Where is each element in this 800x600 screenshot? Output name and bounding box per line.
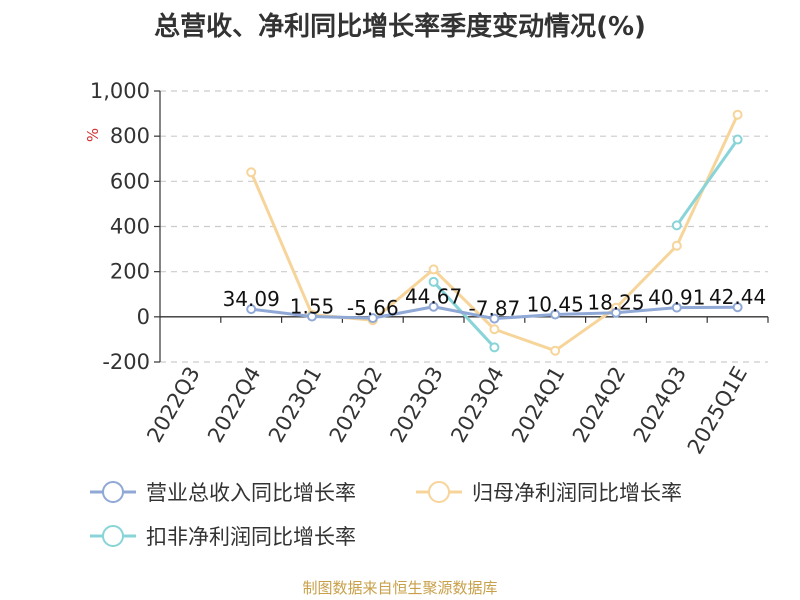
y-axis-unit: % — [84, 128, 102, 142]
legend-marker — [102, 525, 124, 547]
legend-marker — [102, 481, 124, 503]
legend-label: 归母净利润同比增长率 — [472, 481, 682, 505]
data-point — [671, 240, 682, 251]
data-point — [732, 109, 743, 120]
data-point — [550, 345, 561, 356]
data-label: -5.66 — [347, 296, 399, 320]
x-tick-label: 2022Q4 — [203, 363, 265, 447]
data-point — [428, 301, 439, 312]
y-tick-label: 1,000 — [90, 79, 150, 103]
x-tick-label: 2025Q1E — [683, 363, 752, 459]
data-label: 10.45 — [527, 292, 584, 316]
data-point — [671, 302, 682, 313]
x-tick-label: 2023Q3 — [385, 362, 447, 446]
data-label: 34.09 — [223, 287, 280, 311]
series-layer — [246, 109, 743, 356]
data-point — [732, 302, 743, 313]
legend-item-1: 归母净利润同比增长率 — [416, 481, 682, 505]
x-tick-label: 2023Q1 — [264, 363, 326, 447]
x-tick-label: 2023Q2 — [325, 363, 387, 447]
data-label: -7.87 — [469, 297, 521, 321]
x-tick-label: 2023Q4 — [446, 363, 508, 447]
y-tick-label: -200 — [102, 350, 150, 374]
chart-title: 总营收、净利同比增长率季度变动情况(%) — [154, 12, 646, 42]
x-tick-label: 2024Q1 — [507, 363, 569, 447]
data-point — [489, 313, 500, 324]
data-point — [489, 324, 500, 335]
x-tick-label: 2022Q3 — [142, 363, 204, 447]
data-label: 40.91 — [648, 286, 705, 310]
data-point — [550, 309, 561, 320]
legend-marker — [428, 481, 450, 503]
data-point — [367, 313, 378, 324]
data-point — [428, 276, 439, 287]
legend-item-2: 扣非净利润同比增长率 — [90, 525, 356, 549]
data-point — [246, 167, 257, 178]
y-tick-label: 800 — [110, 124, 150, 148]
data-point — [611, 307, 621, 318]
data-point — [732, 134, 743, 145]
source-footer: 制图数据来自恒生聚源数据库 — [302, 579, 498, 597]
series-line-2 — [675, 138, 739, 227]
legend-label: 营业总收入同比增长率 — [146, 481, 356, 505]
data-point — [307, 311, 317, 322]
series-line-2 — [432, 280, 496, 349]
data-point — [671, 220, 682, 231]
data-label: 42.44 — [709, 285, 766, 309]
data-point — [428, 264, 439, 275]
data-point — [246, 304, 257, 315]
data-label: 18.25 — [587, 291, 644, 315]
grid-layer — [160, 90, 768, 363]
data-label-layer: 34.09 1.55 -5.66 44.67 -7.87 10.45 18.25 40.91 4… — [223, 285, 767, 321]
y-tick-label: 600 — [110, 169, 150, 193]
x-tick-label: 2024Q2 — [568, 363, 630, 447]
y-tick-label: 200 — [110, 260, 150, 284]
y-tick-label: 0 — [137, 305, 150, 329]
data-point — [489, 342, 500, 353]
data-label: 1.55 — [290, 294, 335, 318]
legend-item-0: 营业总收入同比增长率 — [90, 481, 356, 505]
data-label: 44.67 — [405, 285, 462, 309]
y-tick-label: 400 — [110, 215, 150, 239]
x-tick-label: 2024Q3 — [629, 363, 691, 447]
legend-label: 扣非净利润同比增长率 — [146, 525, 356, 549]
